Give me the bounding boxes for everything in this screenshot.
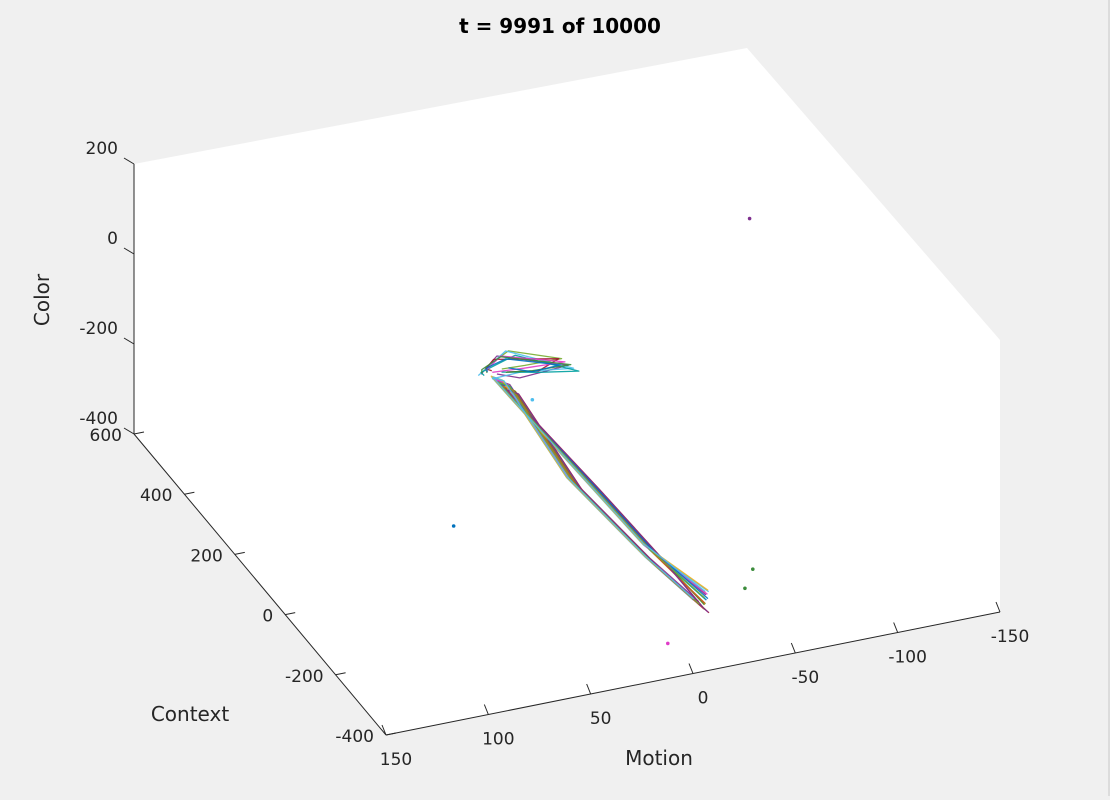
y-tick-mark [133, 431, 145, 435]
outlier-point [666, 641, 670, 646]
z-tick-mark [123, 337, 135, 345]
y-tick-mark [385, 732, 397, 736]
axis-ticks: -400 -200 0 200 400 600 150 100 50 0 -50 -100 -150 -4… [79, 139, 1029, 770]
x-tick-mark [688, 663, 694, 674]
outlier-point [743, 586, 747, 591]
outlier-point [451, 524, 456, 528]
outlier-point [751, 567, 755, 571]
x-tick-mark [995, 601, 1001, 613]
y-axis-line [133, 433, 387, 736]
x-tick-label: 150 [380, 750, 412, 770]
z-axis-label: Color [30, 273, 54, 326]
window-right-edge [1108, 0, 1110, 796]
x-tick-mark [483, 704, 489, 715]
y-tick-mark [335, 672, 346, 676]
y-tick-mark [285, 612, 296, 616]
z-tick-mark [123, 157, 135, 165]
outlier-point [530, 397, 535, 402]
z-tick-mark [123, 247, 135, 255]
vertical-trajectory-line [486, 358, 561, 373]
x-tick-label: 0 [698, 689, 709, 709]
x-axis-label: Motion [625, 746, 693, 770]
y-tick-label: 400 [140, 486, 172, 506]
y-tick-label: -200 [285, 667, 324, 687]
z-tick-label: 200 [86, 139, 118, 159]
y-tick-label: 0 [262, 607, 273, 627]
x-tick-label: 50 [590, 709, 612, 729]
x-tick-mark [586, 683, 592, 695]
axes-background [134, 48, 1000, 735]
outlier-point [747, 216, 752, 221]
x-tick-mark [790, 642, 796, 654]
z-tick-label: -400 [79, 409, 118, 429]
z-tick-label: -200 [79, 319, 118, 339]
y-tick-mark [184, 491, 195, 495]
x-tick-mark [381, 724, 387, 736]
rung-trajectory-line [492, 376, 706, 600]
x-tick-label: -150 [991, 627, 1030, 647]
z-tick-label: 0 [107, 229, 118, 249]
x-tick-label: -100 [888, 648, 927, 668]
x-tick-label: 100 [482, 730, 514, 750]
y-axis-label: Context [151, 702, 230, 726]
x-tick-mark [893, 622, 899, 633]
y-tick-label: -400 [335, 727, 374, 747]
x-tick-label: -50 [791, 668, 819, 688]
y-tick-label: 200 [190, 546, 222, 566]
chart-title: t = 9991 of 10000 [459, 14, 661, 38]
data-traces [451, 216, 755, 646]
y-tick-label: 600 [90, 426, 122, 446]
z-tick-mark [123, 427, 135, 435]
y-tick-mark [234, 551, 245, 555]
